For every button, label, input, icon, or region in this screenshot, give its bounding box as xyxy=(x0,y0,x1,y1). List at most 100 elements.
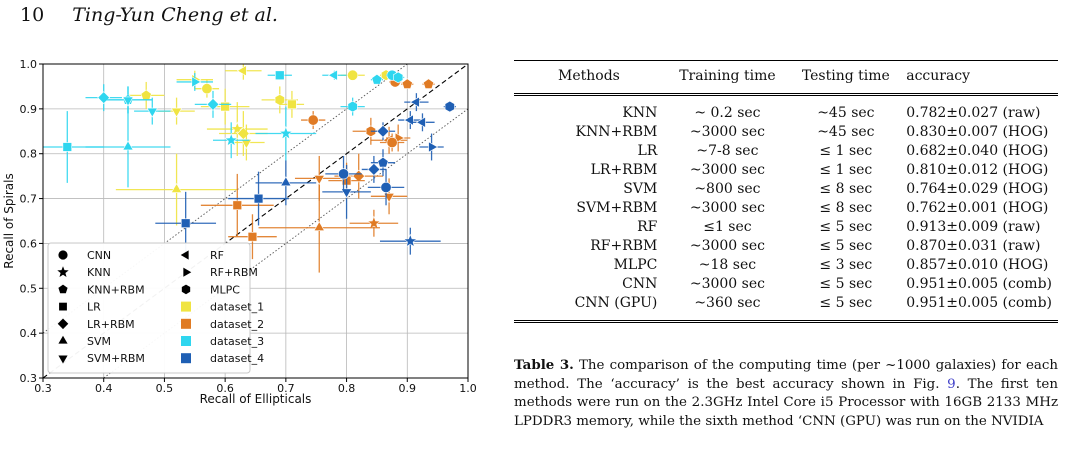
scatter-point-triangle-left xyxy=(236,65,247,77)
table-row: SVM+RBM ~3000 sec ≤ 8 sec 0.762±0.001 (HOG) xyxy=(514,199,1058,218)
scatter-point-triangle-down xyxy=(170,107,183,118)
cell-testing-time: ≤ 8 sec xyxy=(819,181,873,197)
cell-method: LR+RBM xyxy=(590,162,658,178)
cell-testing-time: ~45 sec xyxy=(817,124,875,140)
cell-accuracy: 0.857±0.010 (HOG) xyxy=(906,257,1049,273)
legend-marker-triangle-left xyxy=(180,250,189,260)
x-tick-label: 0.6 xyxy=(216,382,234,395)
scatter-point-square xyxy=(287,99,297,110)
scatter-point-circle xyxy=(347,69,359,81)
cell-accuracy: 0.782±0.027 (raw) xyxy=(906,105,1041,121)
table-row: SVM ~800 sec ≤ 8 sec 0.764±0.029 (HOG) xyxy=(514,180,1058,199)
cell-accuracy: 0.682±0.040 (HOG) xyxy=(906,143,1049,159)
x-tick-label: 0.3 xyxy=(34,382,52,395)
legend-label: CNN xyxy=(87,249,111,262)
table-row: KNN+RBM ~3000 sec ~45 sec 0.830±0.007 (HOG) xyxy=(514,123,1058,142)
legend-box xyxy=(47,242,251,374)
caption-text-1: The comparison of the computing time (pe… xyxy=(514,358,1058,392)
cell-accuracy: 0.951±0.005 (comb) xyxy=(906,295,1052,311)
cell-accuracy: 0.762±0.001 (HOG) xyxy=(906,200,1049,216)
y-tick-label: 0.9 xyxy=(20,103,38,116)
cell-training-time: ~7-8 sec xyxy=(696,143,759,159)
legend-label: dataset_3 xyxy=(210,335,264,348)
scatter-point-square xyxy=(247,231,258,242)
scatter-point-triangle-up xyxy=(170,183,183,193)
cell-training-time: ~3000 sec xyxy=(689,124,765,140)
legend-label: KNN+RBM xyxy=(87,283,145,296)
scatter-point-triangle-down xyxy=(313,175,325,185)
legend-label: LR xyxy=(87,301,101,314)
legend-swatch xyxy=(181,318,191,329)
scatter-point-triangle-up xyxy=(122,140,134,151)
table-row: RF+RBM ~3000 sec ≤ 5 sec 0.870±0.031 (raw) xyxy=(514,237,1058,256)
cell-accuracy: 0.830±0.007 (HOG) xyxy=(906,124,1049,140)
scatter-point-triangle-left xyxy=(327,69,338,81)
legend-label: KNN xyxy=(87,266,111,279)
col-header-training-time: Training time xyxy=(679,68,776,84)
cell-method: SVM xyxy=(623,181,658,197)
caption-text-2: . The first ten methods were run on the … xyxy=(514,376,1058,429)
legend-label: LR+RBM xyxy=(87,318,135,331)
cell-training-time: ~800 sec xyxy=(694,181,761,197)
y-tick-label: 0.8 xyxy=(20,148,38,161)
y-tick-label: 0.4 xyxy=(20,327,38,340)
scatter-point-hexagon xyxy=(393,71,404,84)
scatter-point-triangle-left xyxy=(415,116,426,129)
data-points xyxy=(43,64,456,273)
col-header-accuracy: accuracy xyxy=(906,68,971,84)
scatter-point-pentagon xyxy=(371,73,383,85)
scatter-point-triangle-down xyxy=(122,96,134,107)
scatter-point-triangle-down xyxy=(146,107,158,118)
scatter-point-pentagon xyxy=(140,89,152,101)
cell-training-time: ~3000 sec xyxy=(689,200,765,216)
cell-testing-time: ≤ 8 sec xyxy=(819,200,873,216)
cell-method: KNN+RBM xyxy=(575,124,658,140)
cell-method: CNN xyxy=(622,276,658,292)
table-row: LR ~7-8 sec ≤ 1 sec 0.682±0.040 (HOG) xyxy=(514,142,1058,161)
legend-label: SVM+RBM xyxy=(87,352,145,365)
table-row: CNN ~3000 sec ≤ 5 sec 0.951±0.005 (comb) xyxy=(514,275,1058,294)
cell-accuracy: 0.810±0.012 (HOG) xyxy=(906,162,1049,178)
legend-swatch xyxy=(181,353,191,364)
y-axis-label: Recall of Spirals xyxy=(2,173,16,268)
table-row: MLPC ~18 sec ≤ 3 sec 0.857±0.010 (HOG) xyxy=(514,256,1058,275)
x-tick-label: 0.8 xyxy=(338,382,356,395)
comparison-table: Methods Training time Testing time accur… xyxy=(514,60,1058,323)
legend-label: dataset_4 xyxy=(210,352,264,365)
legend-label: RF xyxy=(210,249,224,262)
legend-marker-triangle-right xyxy=(183,267,192,277)
cell-method: MLPC xyxy=(613,257,658,273)
table-row: KNN ~ 0.2 sec ~45 sec 0.782±0.027 (raw) xyxy=(514,95,1058,124)
scatter-point-star xyxy=(278,125,294,140)
scatter-point-circle xyxy=(201,83,213,95)
table-row: LR+RBM ~3000 sec ≤ 1 sec 0.810±0.012 (HOG) xyxy=(514,161,1058,180)
y-tick-label: 0.3 xyxy=(20,372,38,385)
cell-method: CNN (GPU) xyxy=(574,295,658,311)
cell-training-time: ~ 0.2 sec xyxy=(694,105,761,121)
legend-label: MLPC xyxy=(210,283,240,296)
legend-marker-diamond xyxy=(57,318,69,330)
scatter-point-triangle-up xyxy=(280,176,292,187)
cell-training-time: ~18 sec xyxy=(698,257,757,273)
legend-marker-triangle-down xyxy=(58,355,68,364)
scatter-point-star xyxy=(403,233,418,248)
cell-method: RF xyxy=(637,219,658,235)
table-row: CNN (GPU) ~360 sec ≤ 5 sec 0.951±0.005 (com… xyxy=(514,294,1058,322)
scatter-point-star xyxy=(223,132,239,147)
scatter-point-star xyxy=(230,121,245,136)
legend-swatch xyxy=(181,336,191,346)
y-tick-label: 0.6 xyxy=(20,237,38,250)
cell-training-time: ~360 sec xyxy=(694,295,761,311)
scatter-point-triangle-right xyxy=(428,141,439,153)
figure-reference-link[interactable]: 9 xyxy=(947,376,956,392)
cell-testing-time: ~45 sec xyxy=(817,105,875,121)
scatter-point-square xyxy=(275,70,285,80)
running-authors: Ting-Yun Cheng et al. xyxy=(72,4,278,26)
cell-training-time: ~3000 sec xyxy=(689,238,765,254)
x-axis-label: Recall of Ellipticals xyxy=(200,392,312,406)
x-tick-label: 0.7 xyxy=(277,382,295,395)
cell-training-time: ~3000 sec xyxy=(689,276,765,292)
scatter-point-square xyxy=(232,200,243,211)
cell-testing-time: ≤ 1 sec xyxy=(819,162,873,178)
